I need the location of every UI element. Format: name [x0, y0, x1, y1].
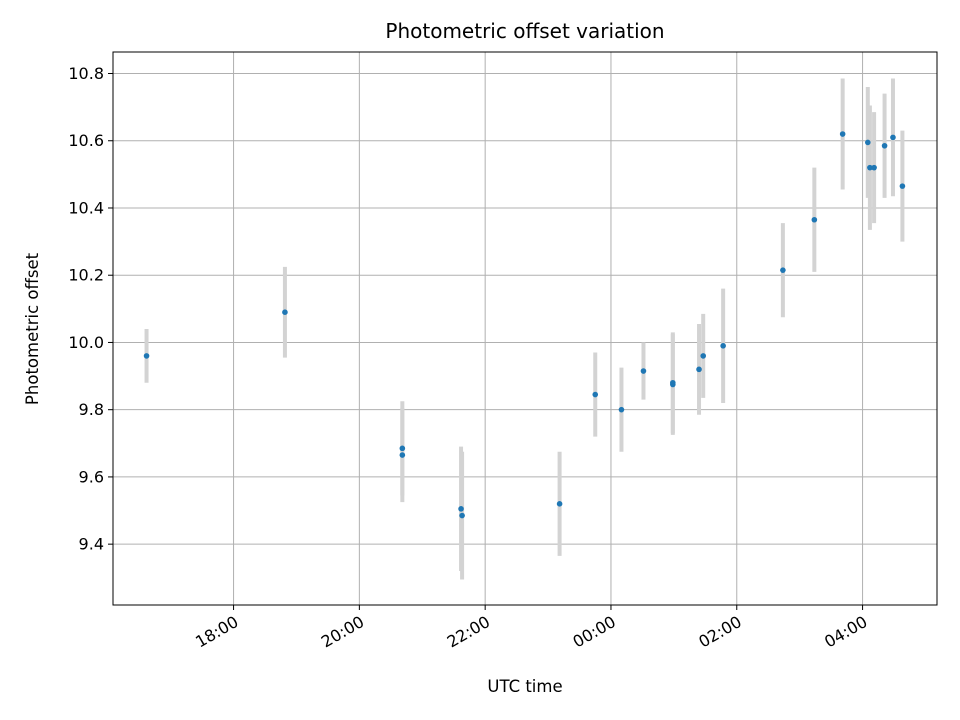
data-point: [592, 391, 599, 398]
data-point: [720, 343, 726, 349]
data-point: [458, 506, 464, 512]
data-point: [556, 501, 563, 507]
y-tick-label: 9.8: [79, 400, 104, 419]
y-tick-label: 10.2: [68, 266, 104, 285]
data-point: [143, 353, 150, 359]
data-point: [899, 183, 906, 189]
x-axis-title: UTC time: [487, 677, 562, 696]
y-tick-label: 9.6: [79, 467, 104, 486]
y-tick-label: 10.6: [68, 131, 104, 150]
data-point: [670, 379, 676, 386]
data-point: [890, 134, 896, 141]
y-tick-label: 10.0: [68, 333, 104, 352]
plot-frame: [112, 51, 938, 606]
data-point: [640, 368, 647, 374]
x-gridlines: [233, 52, 864, 605]
chart-title: Photometric offset variation: [385, 19, 664, 43]
y-tick-label: 10.8: [68, 64, 104, 83]
data-point: [618, 406, 625, 413]
y-tick-label: 10.4: [68, 198, 104, 217]
y-axis-title: Photometric offset: [23, 252, 42, 405]
data-point: [839, 131, 846, 137]
data-point: [399, 445, 406, 452]
y-ticks: 9.4 9.6 9.8 10.0 10.2 10.4 10.6 10.8: [68, 64, 113, 554]
y-tick-label: 9.4: [79, 535, 104, 554]
data-point: [867, 164, 873, 171]
data-point: [865, 139, 871, 146]
data-point: [700, 353, 707, 359]
y-gridlines: [113, 73, 937, 545]
data-point: [780, 267, 786, 273]
data-points: [143, 131, 906, 519]
data-point: [282, 309, 288, 315]
data-point: [696, 366, 702, 373]
data-point: [399, 452, 406, 458]
data-point: [459, 512, 465, 519]
data-point: [871, 164, 877, 171]
data-point: [811, 216, 818, 223]
data-point: [881, 142, 888, 149]
